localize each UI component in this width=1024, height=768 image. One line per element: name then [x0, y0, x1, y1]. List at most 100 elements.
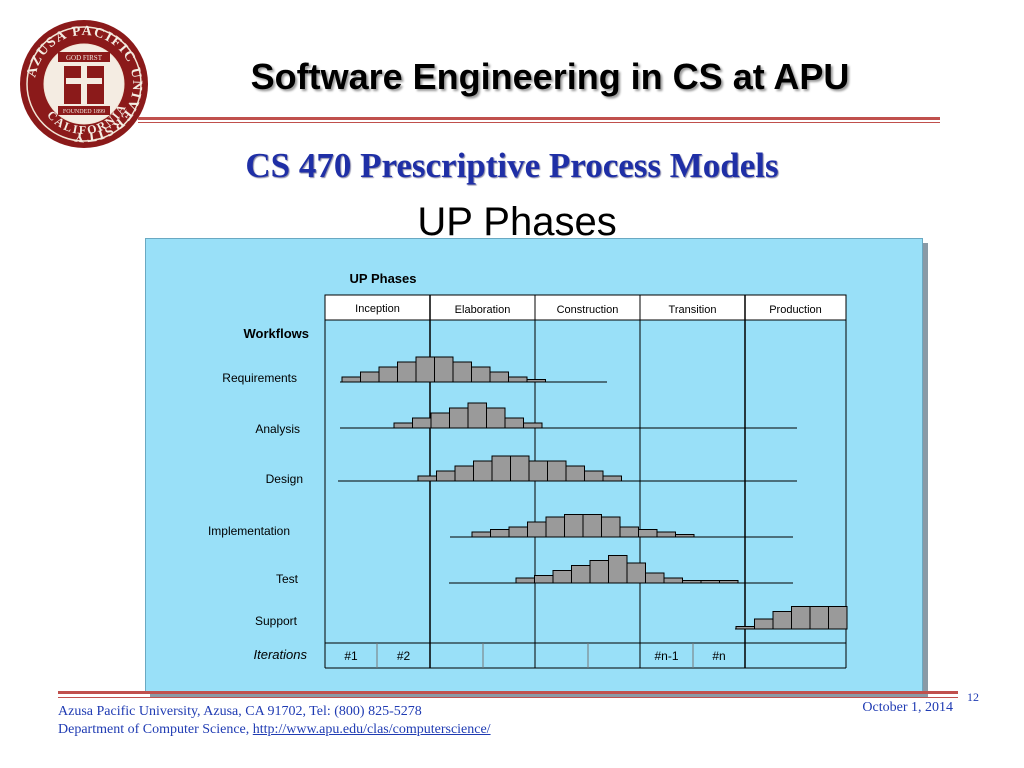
footer-website-link[interactable]: http://www.apu.edu/clas/computerscience/: [252, 722, 491, 737]
footer-department-text: Department of Computer Science,: [58, 722, 253, 737]
iteration-label: #2: [397, 649, 411, 663]
iteration-label: #n-1: [654, 649, 678, 663]
effort-bar: [471, 366, 491, 383]
workflow-label: Test: [276, 572, 299, 586]
diagram-title: UP Phases: [350, 271, 417, 286]
effort-bar: [719, 580, 739, 584]
footer-date: October 1, 2014: [862, 700, 953, 715]
page-number: 12: [967, 690, 979, 704]
effort-bar: [486, 407, 506, 429]
effort-bar: [510, 455, 530, 482]
effort-bar: [619, 526, 639, 538]
effort-bar: [415, 356, 435, 383]
seal-founded-text: FOUNDED 1899: [63, 109, 105, 115]
workflow-row: Implementation: [208, 514, 793, 538]
effort-bar: [473, 460, 493, 482]
effort-bar: [565, 465, 585, 482]
workflows-label: Workflows: [244, 326, 310, 341]
workflow-label: Requirements: [222, 371, 297, 385]
effort-bar: [471, 531, 491, 538]
effort-bar: [527, 521, 547, 538]
footer-rule: [58, 691, 958, 694]
effort-bar: [467, 402, 487, 429]
phase-label: Elaboration: [455, 304, 511, 316]
effort-bar: [393, 422, 413, 429]
effort-bar: [360, 371, 380, 383]
effort-bar: [700, 580, 720, 584]
title-rule: [138, 117, 940, 120]
effort-bar: [754, 618, 774, 630]
effort-bar: [508, 526, 528, 538]
slide-subtitle: CS 470 Prescriptive Process Models: [245, 146, 779, 185]
iteration-label: #n: [712, 649, 725, 663]
effort-bar: [626, 562, 646, 584]
effort-bar: [434, 356, 454, 383]
seal-motto-text: GOD FIRST: [66, 54, 103, 62]
workflow-label: Design: [266, 472, 303, 486]
effort-bar: [791, 606, 811, 630]
effort-bar: [397, 361, 417, 383]
footer-address: Azusa Pacific University, Azusa, CA 9170…: [58, 704, 422, 719]
effort-bar: [663, 577, 683, 584]
up-phases-diagram: UP Phases Inception Elaboration Constructi…: [208, 271, 848, 669]
effort-bar: [589, 560, 609, 584]
workflow-label: Analysis: [255, 422, 300, 436]
effort-bar: [504, 417, 524, 429]
iteration-cells: #1 #2 #n-1 #n: [325, 642, 846, 669]
page-title: Software Engineering in CS at APU: [250, 56, 850, 97]
effort-bar: [564, 514, 584, 538]
effort-bar: [552, 570, 572, 584]
footer-department: Department of Computer Science, http://w…: [58, 722, 491, 738]
effort-bar: [508, 376, 528, 383]
effort-bar: [378, 366, 398, 383]
effort-bar: [656, 531, 676, 538]
title-rule-thin: [138, 122, 940, 123]
effort-bar: [528, 460, 548, 482]
footer-rule-thin: [58, 697, 958, 698]
effort-bar: [430, 412, 450, 429]
workflow-row: Design: [266, 455, 797, 486]
workflow-row: Requirements: [222, 356, 607, 385]
effort-bar: [582, 514, 602, 538]
effort-bar: [675, 534, 695, 538]
effort-bar: [341, 376, 361, 383]
iterations-label: Iterations: [254, 647, 308, 662]
effort-bar: [601, 516, 621, 538]
effort-bar: [584, 470, 604, 482]
effort-bar: [490, 529, 510, 538]
effort-bar: [608, 555, 628, 584]
iteration-label: #1: [344, 649, 358, 663]
workflow-row: Test: [276, 555, 793, 586]
effort-bar: [571, 565, 591, 584]
effort-bar: [491, 455, 511, 482]
effort-bar: [534, 575, 554, 584]
effort-bar: [515, 577, 535, 584]
effort-bar: [547, 460, 567, 482]
workflow-row: Support: [255, 606, 848, 630]
effort-bar: [452, 361, 472, 383]
effort-bar: [602, 475, 622, 482]
effort-bar: [735, 626, 755, 630]
effort-bar: [436, 470, 456, 482]
effort-bar: [417, 475, 437, 482]
effort-bar: [449, 407, 469, 429]
effort-bar: [682, 580, 702, 584]
effort-bar: [526, 379, 546, 383]
workflow-rows: Requirements Analysis Design Implementation…: [208, 356, 848, 630]
effort-bar: [454, 465, 474, 482]
phase-label: Inception: [355, 303, 400, 315]
workflow-row: Analysis: [255, 402, 797, 436]
effort-bar: [638, 529, 658, 538]
effort-bar: [828, 606, 848, 630]
phase-headers: Inception Elaboration Construction Transiti…: [355, 303, 822, 316]
effort-bar: [523, 422, 543, 429]
workflow-label: Support: [255, 614, 298, 628]
phase-label: Transition: [669, 304, 717, 316]
phase-label: Production: [769, 304, 822, 316]
effort-bar: [545, 516, 565, 538]
university-seal-logo: AZUSA PACIFIC UNIVERSITY CALIFORNIA GOD …: [20, 20, 148, 148]
phase-label: Construction: [557, 304, 619, 316]
workflow-label: Implementation: [208, 524, 290, 538]
slide-heading: UP Phases: [417, 200, 617, 244]
effort-bar: [489, 371, 509, 383]
